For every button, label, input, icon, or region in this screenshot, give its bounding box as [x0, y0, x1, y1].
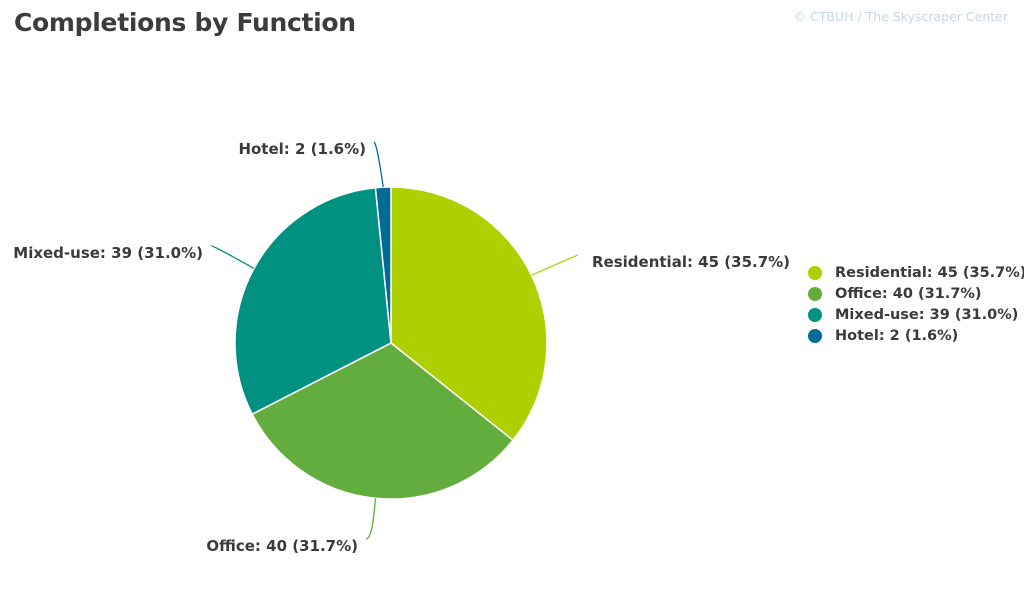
credit-text: © CTBUH / The Skyscraper Center [793, 9, 1008, 24]
legend-marker-hotel [808, 328, 822, 343]
data-label-residential: Residential: 45 (35.7%) [592, 253, 790, 271]
data-label-mixed-use: Mixed-use: 39 (31.0%) [13, 244, 203, 262]
pie-slice-residential[interactable] [390, 186, 548, 442]
data-labels: Residential: 45 (35.7%) Office: 40 (31.7%… [13, 140, 790, 555]
pie-slices [234, 186, 548, 500]
legend-item-residential[interactable]: Residential: 45 (35.7%) [808, 262, 1024, 283]
legend-marker-mixed-use [808, 307, 822, 322]
connector-residential [531, 254, 579, 276]
legend: Residential: 45 (35.7%) Office: 40 (31.7… [808, 262, 1024, 346]
connector-mixed-use [210, 245, 255, 269]
legend-item-hotel[interactable]: Hotel: 2 (1.6%) [808, 325, 1024, 346]
legend-label-office: Office: 40 (31.7%) [835, 285, 982, 302]
legend-marker-residential [808, 265, 822, 280]
legend-label-residential: Residential: 45 (35.7%) [835, 264, 1024, 281]
data-label-office: Office: 40 (31.7%) [206, 537, 358, 555]
connector-hotel [373, 141, 384, 188]
label-connectors [210, 141, 579, 540]
legend-marker-office [808, 286, 822, 301]
legend-label-hotel: Hotel: 2 (1.6%) [835, 327, 959, 344]
legend-item-office[interactable]: Office: 40 (31.7%) [808, 283, 1024, 304]
legend-label-mixed-use: Mixed-use: 39 (31.0%) [835, 306, 1019, 323]
data-label-hotel: Hotel: 2 (1.6%) [238, 140, 366, 158]
chart-title: Completions by Function [14, 8, 356, 37]
connector-office [365, 498, 377, 540]
legend-item-mixed-use[interactable]: Mixed-use: 39 (31.0%) [808, 304, 1024, 325]
